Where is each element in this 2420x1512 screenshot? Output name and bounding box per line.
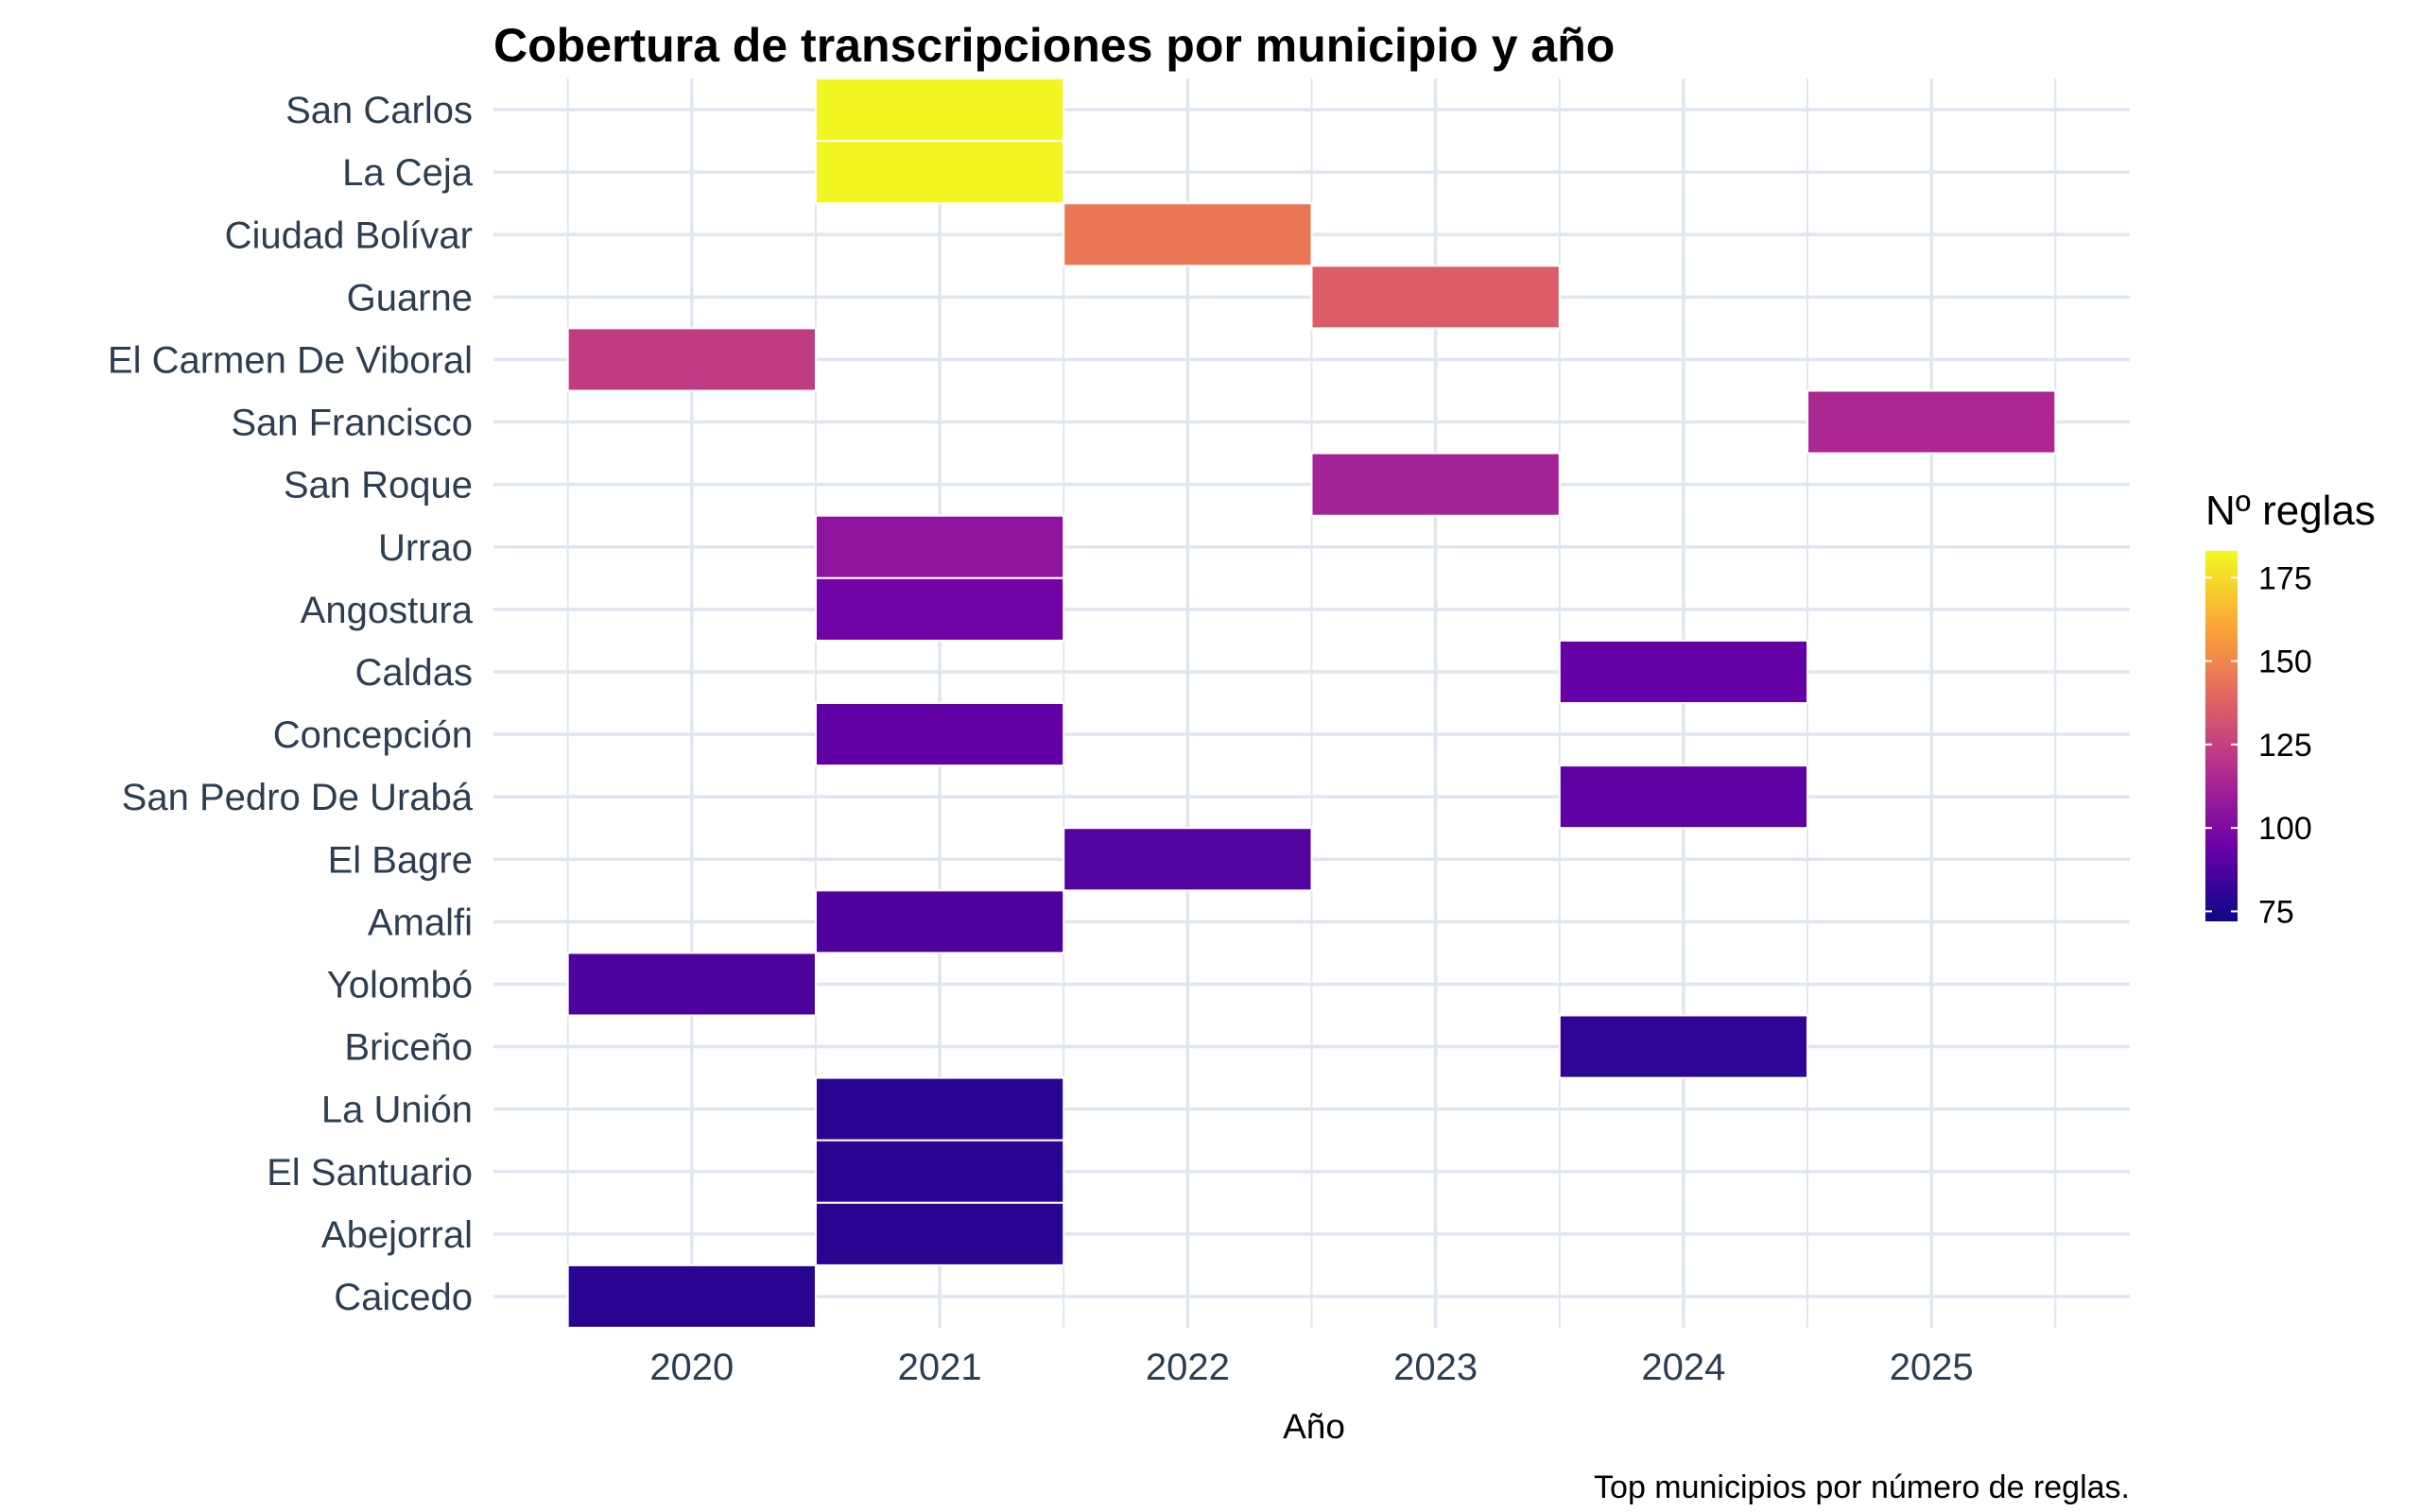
heatmap-cell bbox=[566, 1263, 817, 1330]
y-tick-label: Briceño bbox=[344, 1027, 473, 1069]
x-tick-label: 2022 bbox=[1146, 1347, 1230, 1388]
y-tick-label: Angostura bbox=[301, 590, 474, 631]
heatmap-cell bbox=[814, 77, 1065, 143]
heatmap-cell bbox=[566, 952, 817, 1017]
heatmap-cell bbox=[814, 1201, 1065, 1266]
heatmap-cell bbox=[1558, 765, 1809, 830]
y-tick-label: San Pedro De Urabá bbox=[122, 777, 474, 818]
heatmap-cells bbox=[566, 77, 2057, 1330]
heatmap-cell bbox=[814, 889, 1065, 954]
heatmap-cell bbox=[814, 514, 1065, 579]
y-tick-label: San Roque bbox=[284, 465, 473, 507]
legend-tick-label: 100 bbox=[2258, 811, 2312, 847]
legend-colorbar bbox=[2205, 551, 2238, 921]
y-tick-label: Yolombó bbox=[327, 964, 473, 1005]
y-tick-label: El Bagre bbox=[328, 839, 473, 881]
x-tick-label: 2025 bbox=[1890, 1347, 1974, 1388]
legend-tick-label: 150 bbox=[2258, 644, 2312, 680]
x-tick-label: 2024 bbox=[1641, 1347, 1725, 1388]
y-tick-label: El Carmen De Viboral bbox=[108, 339, 473, 381]
chart-title: Cobertura de transcripciones por municip… bbox=[493, 19, 1615, 72]
x-tick-label: 2023 bbox=[1393, 1347, 1478, 1388]
heatmap-cell bbox=[1063, 202, 1313, 267]
heatmap-cell bbox=[1063, 827, 1313, 892]
heatmap-cell bbox=[1558, 639, 1809, 705]
y-tick-label: Concepción bbox=[273, 714, 473, 756]
y-axis-tick-labels: San Carlos La Ceja Ciudad Bolívar Guarne El … bbox=[108, 90, 474, 1318]
y-tick-label: San Francisco bbox=[231, 403, 473, 444]
color-legend: Nº reglas 75 100 125 150 175 bbox=[2205, 488, 2376, 930]
y-tick-label: Caicedo bbox=[334, 1277, 473, 1318]
y-tick-label: La Unión bbox=[321, 1090, 473, 1131]
y-tick-label: Guarne bbox=[347, 277, 473, 318]
legend-tick-label: 75 bbox=[2258, 894, 2294, 930]
y-tick-label: Caldas bbox=[354, 652, 473, 694]
heatmap-cell bbox=[814, 576, 1065, 642]
x-tick-label: 2021 bbox=[898, 1347, 982, 1388]
legend-tick-label: 175 bbox=[2258, 560, 2312, 596]
y-tick-label: Urrao bbox=[378, 527, 473, 569]
y-tick-label: Ciudad Bolívar bbox=[225, 215, 473, 256]
x-axis-label: Año bbox=[1283, 1407, 1345, 1446]
heatmap-cell bbox=[1558, 1014, 1809, 1079]
y-tick-label: Amalfi bbox=[368, 902, 473, 943]
heatmap-cell bbox=[1310, 452, 1561, 517]
y-tick-label: San Carlos bbox=[285, 90, 473, 131]
x-tick-label: 2020 bbox=[649, 1347, 734, 1388]
y-tick-label: Abejorral bbox=[321, 1214, 473, 1256]
heatmap-cell bbox=[1806, 389, 2057, 455]
heatmap-cell bbox=[566, 327, 817, 392]
chart-caption: Top municipios por número de reglas. bbox=[1594, 1469, 2130, 1505]
grid-lines bbox=[493, 78, 2130, 1328]
heatmap-cell bbox=[814, 1139, 1065, 1204]
heatmap-cell bbox=[1310, 265, 1561, 330]
y-tick-label: La Ceja bbox=[342, 152, 474, 194]
legend-title: Nº reglas bbox=[2205, 488, 2376, 534]
y-tick-label: El Santuario bbox=[267, 1152, 473, 1194]
heatmap-cell bbox=[814, 1076, 1065, 1142]
legend-tick-label: 125 bbox=[2258, 728, 2312, 764]
x-axis-tick-labels: 2020 2021 2022 2023 2024 2025 bbox=[649, 1347, 1973, 1388]
heatmap-cell bbox=[814, 702, 1065, 767]
heatmap-cell bbox=[814, 140, 1065, 205]
